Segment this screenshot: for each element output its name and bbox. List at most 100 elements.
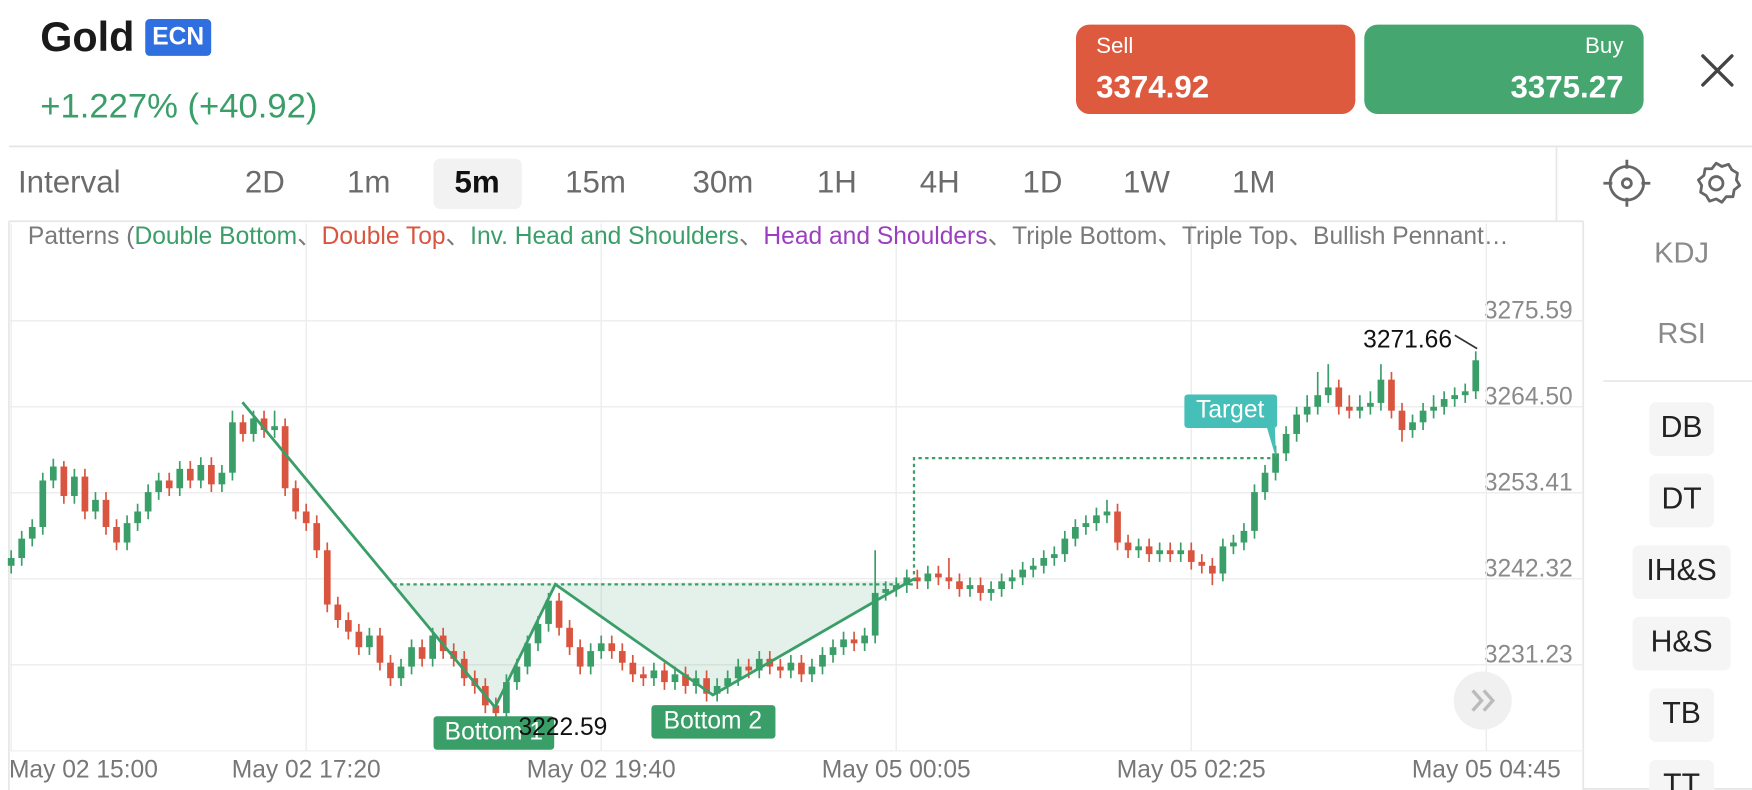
- pattern-button-bg[interactable]: [1649, 473, 1715, 528]
- settings-icon[interactable]: [1708, 175, 1725, 192]
- interval-option[interactable]: 4H: [920, 165, 960, 200]
- candle-body: [829, 647, 837, 655]
- pattern-button[interactable]: TB: [1662, 697, 1701, 730]
- target-line: [912, 457, 1277, 582]
- settings-button[interactable]: [1696, 161, 1742, 204]
- candle-body: [924, 573, 932, 582]
- candle-body: [1082, 523, 1090, 528]
- candle-body: [956, 581, 963, 590]
- interval-option[interactable]: 1W: [1123, 165, 1170, 200]
- pattern-button[interactable]: TT: [1663, 769, 1700, 790]
- sell-label[interactable]: Sell: [1096, 33, 1133, 58]
- candle-body: [1388, 379, 1395, 411]
- candle-body: [123, 523, 131, 543]
- pattern-button-bg[interactable]: [1649, 688, 1715, 742]
- candle-body: [608, 643, 616, 652]
- buy-button[interactable]: Buy 3375.27: [1364, 24, 1644, 114]
- bottom1-tag-bg: [433, 716, 555, 750]
- candle-body: [755, 658, 763, 671]
- legend-item: Patterns (: [28, 222, 135, 249]
- legend-item: Double Bottom: [134, 222, 297, 249]
- candle-body: [71, 476, 78, 496]
- candle-body: [1335, 387, 1343, 407]
- close-button[interactable]: [1701, 54, 1734, 87]
- y-tick-label: 3253.41: [1484, 469, 1573, 496]
- candle-body: [1419, 410, 1427, 423]
- interval-bar: Interval 2D 1m 5m 15m 30m 1H 4H 1D 1W 1M: [18, 165, 1275, 200]
- bottom2-label: Bottom 2: [664, 707, 762, 734]
- candle-body: [102, 499, 110, 528]
- candle-body: [861, 635, 868, 644]
- candle-body: [1430, 406, 1437, 411]
- candle-body: [534, 623, 542, 644]
- interval-option[interactable]: 1H: [817, 165, 857, 200]
- candle-body: [1230, 542, 1237, 547]
- candle-body: [503, 682, 510, 714]
- pattern-button[interactable]: DT: [1662, 483, 1702, 516]
- candle-body: [229, 422, 236, 473]
- candle-body: [1124, 542, 1132, 551]
- candle-body: [671, 674, 679, 683]
- pattern-button-bg[interactable]: [1649, 759, 1715, 790]
- legend-item: Double Top: [322, 222, 446, 249]
- interval-option[interactable]: 2D: [245, 165, 285, 200]
- candle-body: [1461, 391, 1469, 396]
- candle-body: [271, 426, 278, 431]
- sell-price[interactable]: 3374.92: [1096, 70, 1209, 105]
- scroll-icon[interactable]: [1471, 689, 1496, 712]
- sell-button[interactable]: Sell 3374.92: [1076, 24, 1356, 114]
- candle-body: [629, 662, 637, 675]
- candle-body: [597, 643, 605, 652]
- interval-option[interactable]: 15m: [565, 165, 626, 200]
- scroll-latest-button[interactable]: [1453, 671, 1512, 730]
- candle-body: [1072, 527, 1079, 539]
- interval-option[interactable]: 1M: [1232, 165, 1275, 200]
- interval-option[interactable]: 1m: [347, 165, 390, 200]
- interval-option[interactable]: 30m: [693, 165, 754, 200]
- candle-body: [787, 662, 795, 671]
- candle-body: [882, 589, 890, 593]
- candle-body: [429, 635, 436, 659]
- buy-price[interactable]: 3375.27: [1510, 70, 1623, 105]
- target-tag-bg: [1184, 394, 1278, 428]
- settings-icon[interactable]: [1696, 161, 1742, 204]
- locate-icon[interactable]: [1620, 177, 1633, 190]
- pattern-legend: Patterns (Double Bottom、Double Top、Inv. …: [28, 222, 1509, 249]
- pattern-button[interactable]: IH&S: [1646, 554, 1716, 587]
- candle-body: [60, 466, 68, 496]
- ecn-badge-bg: [145, 19, 212, 56]
- y-tick-label: 3275.59: [1484, 297, 1573, 324]
- pattern-button[interactable]: DB: [1661, 411, 1703, 444]
- pattern-fill: [393, 581, 914, 708]
- sell-button-bg[interactable]: [1076, 24, 1356, 114]
- candle-body: [250, 418, 257, 434]
- x-tick-label: May 02 17:20: [232, 756, 381, 783]
- buy-button-bg[interactable]: [1364, 24, 1644, 114]
- candle-body: [935, 573, 942, 578]
- locate-icon[interactable]: [1603, 159, 1651, 207]
- interval-option[interactable]: 1D: [1023, 165, 1063, 200]
- pattern-button[interactable]: H&S: [1651, 626, 1713, 659]
- pattern-overlay: [241, 401, 1277, 710]
- locate-button[interactable]: [1603, 159, 1651, 207]
- pattern-button-bg[interactable]: [1632, 545, 1731, 599]
- candle-body: [776, 666, 784, 671]
- buy-label[interactable]: Buy: [1585, 33, 1624, 58]
- candle-body: [186, 468, 194, 481]
- candle-body: [239, 422, 247, 434]
- indicator-button[interactable]: KDJ: [1654, 237, 1709, 269]
- candle-body: [1208, 565, 1216, 574]
- legend-item: 、: [297, 222, 322, 249]
- candle-body: [1103, 511, 1111, 516]
- instrument-title: Gold: [40, 14, 134, 60]
- x-tick-label: May 05 00:05: [822, 756, 971, 783]
- high-leader: [1454, 334, 1478, 350]
- close-icon-stroke[interactable]: [1701, 54, 1734, 87]
- pattern-button-bg[interactable]: [1632, 616, 1731, 671]
- interval-option[interactable]: 5m: [455, 165, 500, 200]
- candle-body: [1282, 433, 1290, 454]
- candle-body: [334, 604, 342, 621]
- candle-body: [450, 651, 458, 659]
- pattern-button-bg[interactable]: [1649, 402, 1715, 456]
- indicator-button[interactable]: RSI: [1657, 318, 1705, 350]
